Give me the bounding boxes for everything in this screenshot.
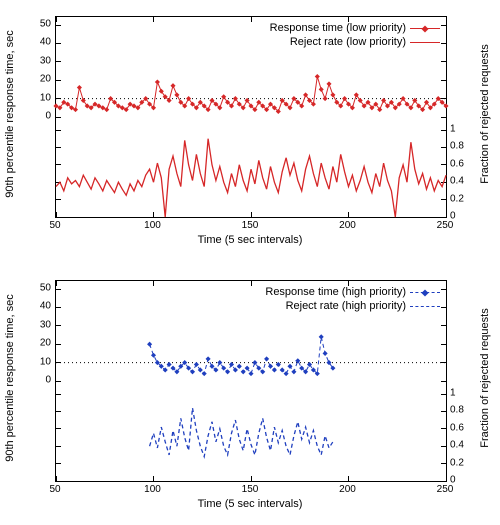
response-marker bbox=[291, 369, 296, 374]
x-tick-label: 100 bbox=[144, 220, 161, 231]
x-tick-label: 200 bbox=[339, 220, 356, 231]
response-marker bbox=[319, 87, 324, 92]
y-right-tick-label: 0.4 bbox=[450, 176, 474, 187]
response-marker bbox=[330, 92, 335, 97]
panel-top: Response time (low priority) Reject rate … bbox=[0, 8, 500, 258]
legend-label: Response time (high priority) bbox=[265, 286, 406, 298]
response-marker bbox=[326, 81, 331, 86]
response-marker bbox=[248, 371, 253, 376]
response-marker bbox=[151, 353, 156, 358]
response-marker bbox=[206, 356, 211, 361]
legend-line-icon bbox=[410, 306, 440, 307]
y-right-tick-label: 0 bbox=[450, 211, 474, 222]
figure: Response time (low priority) Reject rate … bbox=[0, 0, 500, 525]
x-tick-label: 150 bbox=[242, 484, 259, 495]
panel-bottom: Response time (high priority) Reject rate… bbox=[0, 272, 500, 522]
response-marker bbox=[264, 356, 269, 361]
legend-label: Reject rate (high priority) bbox=[286, 300, 406, 312]
legend-line-icon bbox=[410, 292, 440, 293]
x-axis-label: Time (5 sec intervals) bbox=[55, 234, 445, 246]
legend: Response time (high priority) Reject rate… bbox=[265, 285, 440, 313]
y-left-tick-label: 40 bbox=[27, 301, 51, 312]
response-marker bbox=[323, 96, 328, 101]
y-right-tick-label: 0.2 bbox=[450, 457, 474, 468]
legend-marker-icon bbox=[421, 25, 428, 32]
y-right-tick-label: 0.2 bbox=[450, 193, 474, 204]
y-right-tick-label: 1 bbox=[450, 388, 474, 399]
response-marker bbox=[147, 342, 152, 347]
reject-rate-line bbox=[56, 139, 446, 217]
response-marker bbox=[194, 362, 199, 367]
y-right-tick-label: 0.6 bbox=[450, 422, 474, 433]
response-marker bbox=[202, 371, 207, 376]
y-right-tick-label: 0.6 bbox=[450, 158, 474, 169]
legend-label: Response time (low priority) bbox=[270, 22, 406, 34]
legend: Response time (low priority) Reject rate … bbox=[270, 21, 440, 49]
y-left-tick-label: 20 bbox=[27, 338, 51, 349]
plot-area: Response time (low priority) Reject rate … bbox=[55, 16, 447, 218]
legend-line-icon bbox=[410, 42, 440, 43]
y-left-axis-label: 90th percentile response time, sec bbox=[4, 278, 16, 478]
y-left-tick-label: 10 bbox=[27, 92, 51, 103]
y-right-tick-label: 0 bbox=[450, 475, 474, 486]
y-right-axis-label: Fraction of rejected requests bbox=[479, 278, 491, 478]
legend-row: Reject rate (high priority) bbox=[265, 299, 440, 313]
legend-line-icon bbox=[410, 28, 440, 29]
y-right-tick-label: 0.8 bbox=[450, 405, 474, 416]
response-marker bbox=[237, 364, 242, 369]
x-tick-label: 50 bbox=[49, 220, 60, 231]
legend-marker-icon bbox=[421, 289, 428, 296]
y-left-tick-label: 10 bbox=[27, 356, 51, 367]
y-left-axis-label: 90th percentile response time, sec bbox=[4, 14, 16, 214]
y-left-tick-label: 0 bbox=[27, 375, 51, 386]
x-tick-label: 200 bbox=[339, 484, 356, 495]
y-left-tick-label: 30 bbox=[27, 319, 51, 330]
y-right-tick-label: 1 bbox=[450, 124, 474, 135]
legend-row: Reject rate (low priority) bbox=[270, 35, 440, 49]
response-marker bbox=[217, 360, 222, 365]
response-marker bbox=[284, 371, 289, 376]
response-time-line bbox=[150, 337, 333, 374]
y-left-tick-label: 0 bbox=[27, 111, 51, 122]
y-left-tick-label: 50 bbox=[27, 283, 51, 294]
y-right-tick-label: 0.4 bbox=[450, 440, 474, 451]
plot-area: Response time (high priority) Reject rate… bbox=[55, 280, 447, 482]
response-marker bbox=[241, 369, 246, 374]
x-tick-label: 250 bbox=[437, 220, 454, 231]
response-marker bbox=[272, 367, 277, 372]
response-marker bbox=[323, 351, 328, 356]
response-marker bbox=[77, 85, 82, 90]
response-marker bbox=[280, 367, 285, 372]
y-right-tick-label: 0.8 bbox=[450, 141, 474, 152]
x-tick-label: 150 bbox=[242, 220, 259, 231]
x-tick-label: 250 bbox=[437, 484, 454, 495]
y-left-tick-label: 30 bbox=[27, 55, 51, 66]
response-marker bbox=[229, 362, 234, 367]
response-marker bbox=[315, 74, 320, 79]
y-right-axis-label: Fraction of rejected requests bbox=[479, 14, 491, 214]
y-left-tick-label: 40 bbox=[27, 37, 51, 48]
legend-label: Reject rate (low priority) bbox=[290, 36, 406, 48]
response-marker bbox=[319, 334, 324, 339]
x-tick-label: 50 bbox=[49, 484, 60, 495]
x-tick-label: 100 bbox=[144, 484, 161, 495]
response-marker bbox=[155, 79, 160, 84]
response-marker bbox=[170, 83, 175, 88]
response-marker bbox=[268, 364, 273, 369]
y-left-tick-label: 20 bbox=[27, 74, 51, 85]
reject-rate-line bbox=[150, 408, 333, 457]
x-axis-label: Time (5 sec intervals) bbox=[55, 498, 445, 510]
legend-row: Response time (low priority) bbox=[270, 21, 440, 35]
response-marker bbox=[174, 92, 179, 97]
legend-row: Response time (high priority) bbox=[265, 285, 440, 299]
y-left-tick-label: 50 bbox=[27, 19, 51, 30]
